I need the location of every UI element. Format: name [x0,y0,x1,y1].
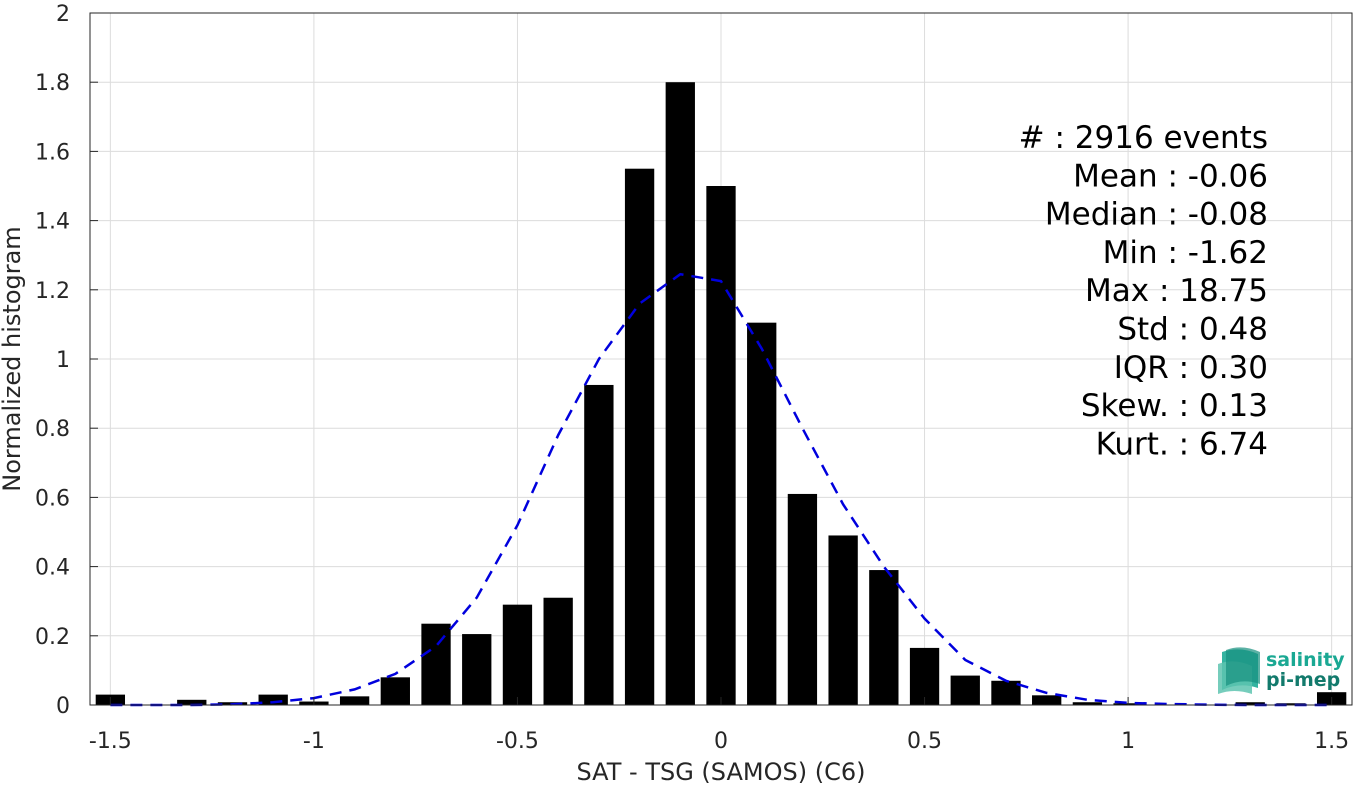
logo-text-line1: salinity [1266,649,1345,671]
y-tick-label: 1.6 [35,140,70,165]
salinity-pimep-logo: salinity pi-mep [1218,647,1345,694]
histogram-bar [421,623,451,705]
histogram-bar [950,675,980,705]
histogram-bar [339,696,370,705]
stat-line: Median : -0.08 [1045,197,1268,233]
stat-line: Min : -1.62 [1103,235,1268,271]
x-tick-label: -0.5 [496,729,539,754]
x-tick-label: 0 [714,729,728,754]
y-axis-ticks: 0 0.2 0.4 0.6 0.8 1 1.2 1.4 1.6 1.8 2 [35,2,98,719]
histogram-bar [747,322,777,705]
x-tick-label: 1 [1121,729,1135,754]
histogram-bar [1032,695,1062,705]
stat-line: Std : 0.48 [1117,312,1268,348]
x-tick-label: 1.5 [1314,729,1349,754]
histogram-bar [706,186,736,705]
histogram-bar [1276,703,1306,705]
histogram-bar [502,604,533,705]
y-axis-label: Normalized histogram [0,226,26,491]
x-axis-ticks: -1.5 -1 -0.5 0 0.5 1 1.5 [89,697,1349,754]
x-tick-label: 0.5 [907,729,942,754]
histogram-bar [991,680,1021,705]
histogram-bar [828,535,858,705]
y-tick-label: 0.8 [35,417,70,442]
y-tick-label: 0.2 [35,625,70,650]
histogram-bar [380,677,410,705]
logo-text-line2: pi-mep [1266,669,1340,691]
x-tick-label: -1.5 [89,729,132,754]
y-tick-label: 0 [56,694,70,719]
histogram-bar [258,694,288,705]
y-tick-label: 1.4 [35,210,70,235]
histogram-bar [1235,702,1265,705]
histogram-bar [177,699,207,705]
histogram-bar [584,384,614,705]
stat-line: IQR : 0.30 [1114,350,1268,386]
y-tick-label: 1 [56,348,70,373]
stat-line: Mean : -0.06 [1073,158,1268,194]
x-axis-label: SAT - TSG (SAMOS) (C6) [577,758,866,785]
histogram-bar [869,570,899,705]
y-tick-label: 2 [56,2,70,27]
histogram-bar [665,82,695,705]
y-tick-label: 0.4 [35,556,70,581]
histogram-bar [462,634,492,705]
histogram-bar [624,168,655,705]
y-tick-label: 1.8 [35,71,70,96]
histogram-bar [1072,702,1103,705]
histogram-bar [543,597,573,705]
logo-mark-icon [1218,647,1260,694]
stat-line: Kurt. : 6.74 [1096,426,1268,462]
histogram-bar [909,647,940,705]
histogram-bar [787,493,818,705]
y-tick-label: 0.6 [35,486,70,511]
bars [95,82,1347,705]
stat-line: # : 2916 events [1019,120,1268,156]
stat-line: Skew. : 0.13 [1081,388,1268,424]
y-tick-label: 1.2 [35,279,70,304]
stat-line: Max : 18.75 [1085,273,1268,309]
x-tick-label: -1 [303,729,325,754]
